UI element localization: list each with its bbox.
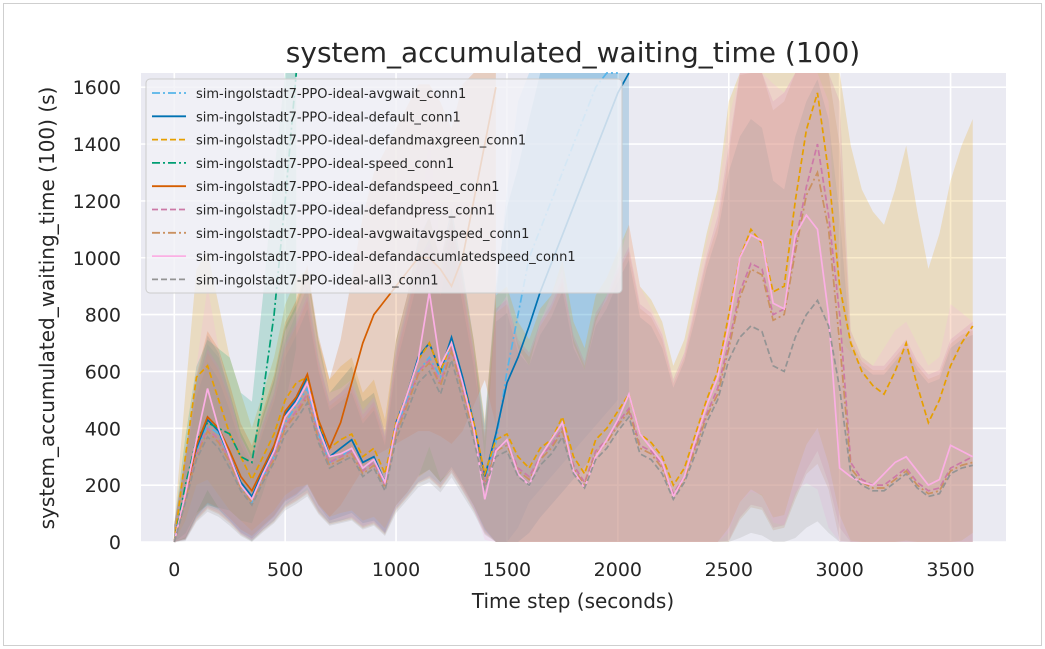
y-tick-label: 800 (85, 305, 121, 327)
y-tick-label: 200 (85, 475, 121, 497)
confidence-band (174, 73, 973, 542)
y-tick-label: 1400 (73, 134, 121, 156)
legend-entry: sim-ingolstadt7-PPO-ideal-default_conn1 (196, 110, 461, 125)
x-tick-label: 3000 (815, 559, 863, 581)
chart-title: system_accumulated_waiting_time (100) (286, 36, 860, 69)
x-tick-label: 1000 (372, 559, 420, 581)
x-tick-labels: 0 500 1000 1500 2000 2500 3000 3500 (168, 559, 975, 581)
confidence-band (174, 73, 973, 542)
y-tick-label: 400 (85, 418, 121, 440)
series-line (173, 213, 974, 543)
confidence-band (174, 79, 973, 543)
legend-entry: sim-ingolstadt7-PPO-ideal-defandmaxgreen… (196, 134, 526, 149)
legend-box (145, 78, 623, 294)
x-tick-label: 3500 (926, 559, 974, 581)
confidence-band (174, 73, 973, 542)
legend-entry: sim-ingolstadt7-PPO-ideal-defandspeed_co… (196, 180, 500, 195)
y-tick-labels: 0 200 400 600 800 1000 1200 1400 1600 (73, 77, 121, 554)
y-tick-label: 1000 (73, 248, 121, 270)
legend: sim-ingolstadt7-PPO-ideal-avgwait_conn1s… (145, 78, 623, 294)
series-line (173, 298, 973, 543)
y-tick-label: 0 (109, 532, 121, 554)
legend-entry: sim-ingolstadt7-PPO-ideal-all3_conn1 (196, 273, 438, 288)
x-tick-label: 500 (267, 559, 303, 581)
legend-entry: sim-ingolstadt7-PPO-ideal-avgwait_conn1 (196, 87, 466, 102)
x-tick-label: 2000 (594, 559, 642, 581)
legend-entry: sim-ingolstadt7-PPO-ideal-speed_conn1 (196, 157, 454, 172)
x-tick-label: 1500 (483, 559, 531, 581)
confidence-band (174, 73, 973, 542)
y-tick-label: 1600 (73, 77, 121, 99)
x-tick-label: 2500 (705, 559, 753, 581)
y-tick-label: 600 (85, 361, 121, 383)
y-tick-label: 1200 (73, 191, 121, 213)
legend-entry: sim-ingolstadt7-PPO-ideal-defandpress_co… (196, 204, 495, 219)
x-tick-label: 0 (168, 559, 180, 581)
x-axis-label: Time step (seconds) (471, 589, 674, 613)
y-axis-label: system_accumulated_waiting_time (100) (s… (35, 87, 59, 530)
series-line (173, 169, 973, 543)
legend-entry: sim-ingolstadt7-PPO-ideal-defandaccumlat… (196, 250, 576, 265)
legend-entry: sim-ingolstadt7-PPO-ideal-avgwaitavgspee… (196, 227, 529, 242)
